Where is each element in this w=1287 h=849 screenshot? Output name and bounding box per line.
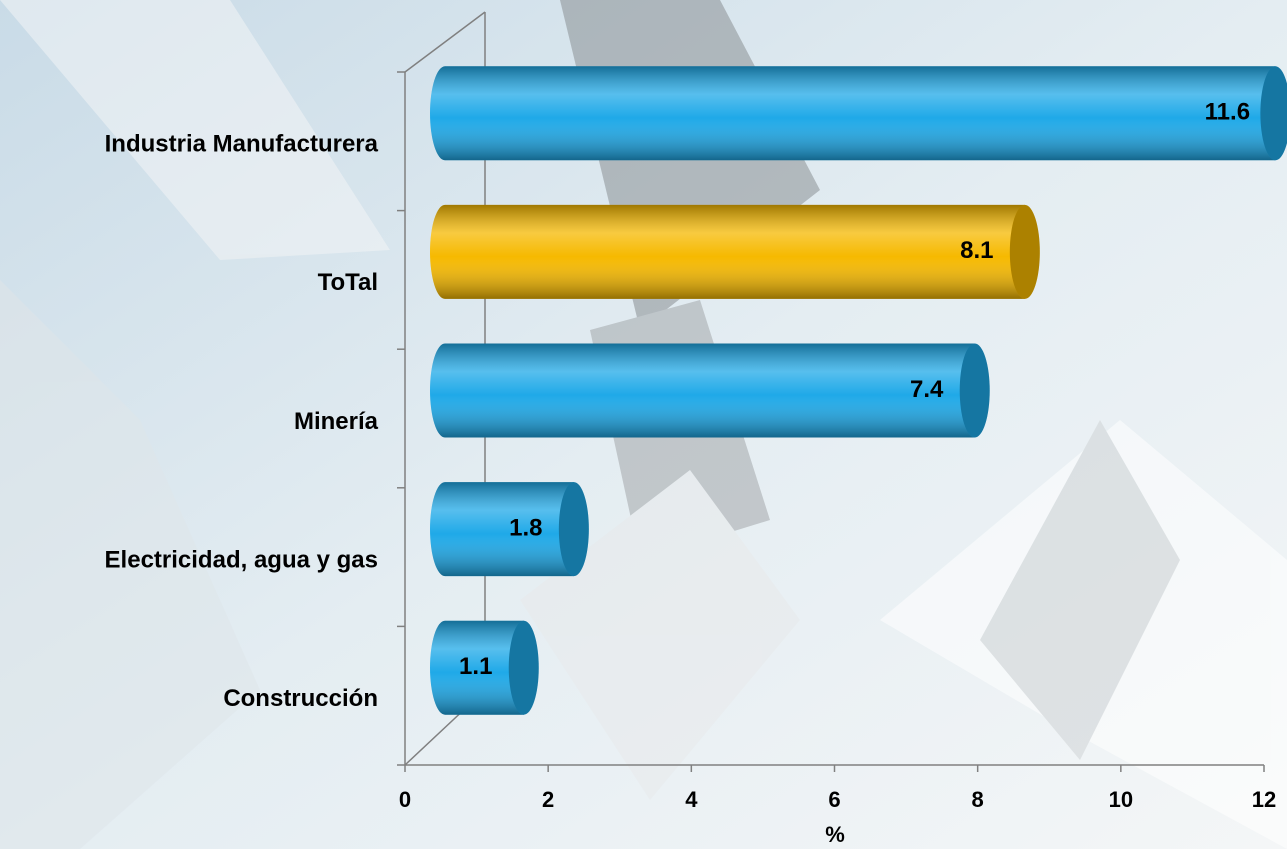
bar-shading: [430, 204, 1025, 299]
y-tick-label: Construcción: [223, 685, 378, 712]
bar-shading: [430, 620, 524, 715]
bar-cap: [959, 343, 990, 438]
value-label: 1.8: [509, 514, 542, 541]
value-label: 1.1: [459, 653, 492, 680]
x-tick-label: 6: [828, 787, 840, 812]
x-axis-label: %: [825, 822, 845, 847]
cylinder-bar: [430, 66, 1287, 161]
cylinder-bar: [430, 343, 990, 438]
value-label: 7.4: [910, 376, 944, 403]
bar-shading: [430, 482, 574, 577]
x-tick-label: 8: [972, 787, 984, 812]
y-tick-label: Electricidad, agua y gas: [105, 546, 378, 573]
y-tick-label: ToTal: [318, 269, 378, 296]
cylinder-bar: [430, 482, 589, 577]
y-tick-label: Industria Manufacturera: [105, 131, 379, 158]
bar-cap: [1009, 204, 1040, 299]
value-label: 8.1: [960, 237, 993, 264]
x-tick-label: 12: [1252, 787, 1276, 812]
bar-cap: [1260, 66, 1287, 161]
x-tick-label: 4: [685, 787, 698, 812]
cylinder-bar: [430, 204, 1040, 299]
x-tick-label: 10: [1109, 787, 1133, 812]
bar-cap: [508, 620, 539, 715]
bar-cap-shade: [959, 343, 990, 438]
bar-cap-shade: [508, 620, 539, 715]
cylinder-bar: [430, 620, 539, 715]
bar-cap: [558, 482, 589, 577]
bar-shading: [430, 343, 975, 438]
value-label: 11.6: [1205, 99, 1250, 126]
bar-cap-shade: [1260, 66, 1287, 161]
bar-cap-shade: [1009, 204, 1040, 299]
bar-shading: [430, 66, 1276, 161]
y-tick-label: Minería: [294, 408, 379, 435]
x-tick-label: 0: [399, 787, 411, 812]
x-tick-label: 2: [542, 787, 554, 812]
bar-cap-shade: [558, 482, 589, 577]
